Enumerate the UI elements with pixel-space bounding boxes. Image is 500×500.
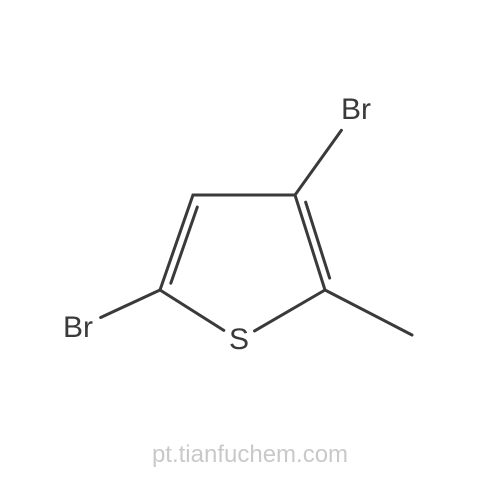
atom-label-s: S (229, 323, 249, 357)
atom-label-br_left: Br (63, 311, 93, 345)
molecule-diagram: SBrBr pt.tianfuchem.com (0, 0, 500, 500)
bond-layer (0, 0, 500, 500)
atom-label-br_top: Br (341, 93, 371, 127)
